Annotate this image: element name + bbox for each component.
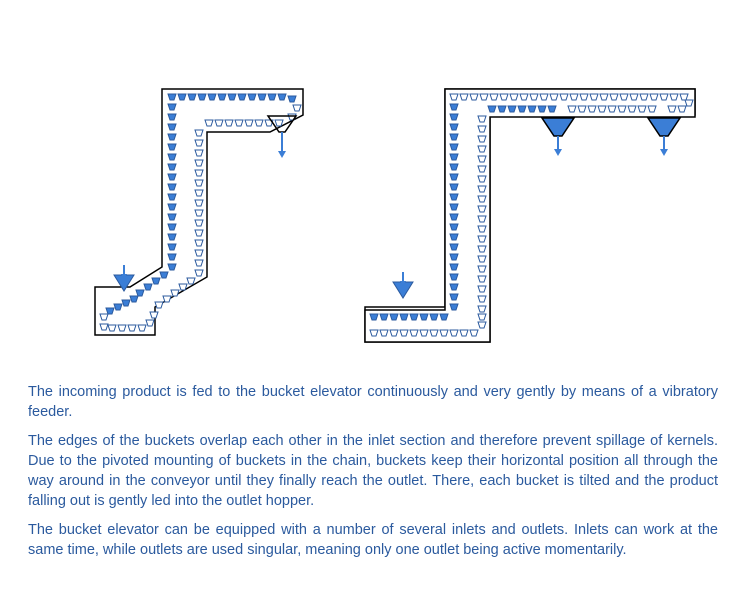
left-elevator-diagram — [90, 82, 310, 362]
paragraph-2: The edges of the buckets overlap each ot… — [28, 431, 718, 512]
paragraph-3: The bucket elevator can be equipped with… — [28, 520, 718, 561]
outlet-funnel-icon — [542, 118, 574, 136]
description-text: The incoming product is fed to the bucke… — [28, 382, 718, 568]
arrow-down-icon — [554, 149, 562, 156]
diagram-area — [0, 0, 750, 370]
arrow-down-icon — [660, 149, 668, 156]
arrow-down-icon — [278, 151, 286, 158]
right-elevator-diagram — [360, 82, 705, 362]
outlet-funnel-icon — [648, 118, 680, 136]
paragraph-1: The incoming product is fed to the bucke… — [28, 382, 718, 423]
